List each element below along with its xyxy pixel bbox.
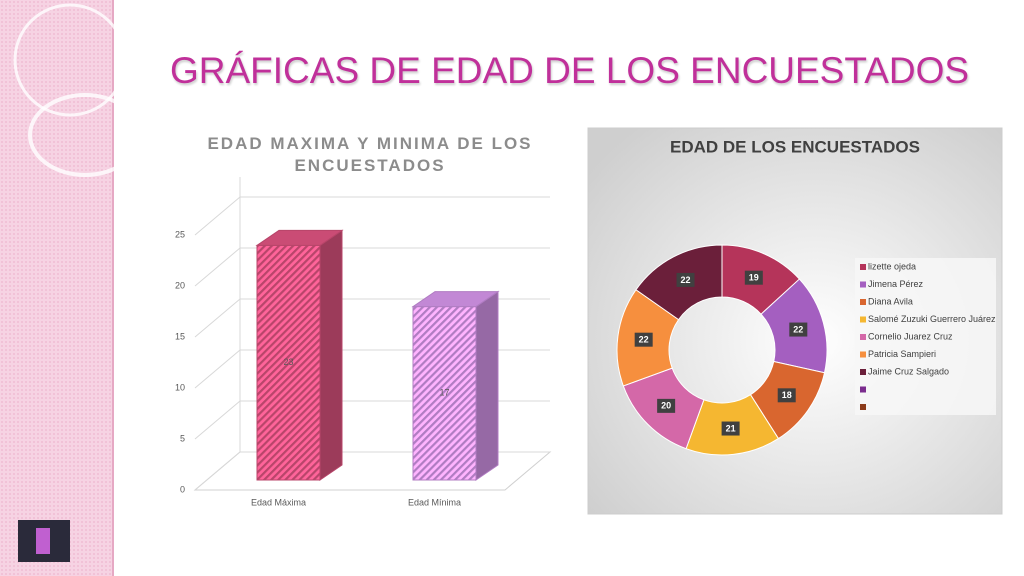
x-tick-label: Edad Mínima — [408, 497, 461, 507]
data-label-box — [777, 388, 796, 403]
decor-ring — [28, 93, 142, 177]
data-label-box — [657, 398, 676, 413]
data-label: 22 — [639, 335, 649, 345]
data-label: 21 — [726, 423, 736, 433]
bar — [411, 290, 500, 481]
y-tick-label: 25 — [175, 229, 185, 239]
legend-label: Salomé Zuzuki Guerrero Juárez — [868, 314, 996, 324]
data-label-box — [744, 270, 763, 285]
data-label: 22 — [793, 324, 803, 334]
legend-swatch — [860, 404, 866, 410]
legend-swatch — [860, 264, 866, 270]
data-label-box — [634, 332, 653, 347]
data-label: 19 — [749, 273, 759, 283]
bar — [255, 229, 344, 481]
y-tick-label: 20 — [175, 280, 185, 290]
thumbnail-phone — [36, 528, 50, 554]
data-label: 23 — [283, 357, 293, 367]
slide-title: GRÁFICAS DE EDAD DE LOS ENCUESTADOS — [170, 50, 970, 91]
legend-label: Patricia Sampieri — [868, 349, 936, 359]
bar-top — [255, 229, 344, 246]
data-label-box — [789, 322, 808, 337]
chart-title: EDAD MAXIMA Y MINIMA DE LOS ENCUESTADOS — [207, 134, 533, 175]
data-label: 22 — [681, 275, 691, 285]
side-strip — [0, 0, 113, 576]
y-tick-label: 0 — [180, 484, 185, 494]
data-label-box — [676, 272, 695, 287]
legend-label: Cornelio Juarez Cruz — [868, 331, 953, 341]
x-tick-label: Edad Máxima — [251, 497, 306, 507]
grid-line — [194, 196, 550, 236]
legend-label: Jimena Pérez — [868, 279, 924, 289]
legend-swatch — [860, 351, 866, 358]
decor-ring — [13, 3, 127, 117]
bar-top — [411, 291, 500, 308]
data-label: 18 — [782, 390, 792, 400]
chart-title: EDAD DE LOS ENCUESTADOS — [670, 137, 920, 156]
legend-label: Jaime Cruz Salgado — [868, 366, 949, 376]
legend-label: Diana Avila — [868, 296, 913, 306]
grid-line — [194, 247, 550, 287]
y-tick-label: 5 — [180, 433, 185, 443]
legend-swatch — [860, 316, 866, 323]
data-label: 17 — [439, 388, 449, 398]
bar-side — [475, 290, 499, 481]
legend-swatch — [860, 334, 866, 340]
y-tick-label: 15 — [175, 331, 185, 341]
data-label-box — [721, 421, 740, 436]
legend-swatch — [860, 386, 866, 393]
data-label: 20 — [661, 401, 671, 411]
legend-swatch — [860, 281, 866, 288]
bar-side — [319, 229, 343, 481]
legend-swatch — [860, 299, 866, 305]
legend-swatch — [860, 369, 866, 375]
legend-box — [855, 258, 996, 415]
y-tick-label: 10 — [175, 382, 185, 392]
legend-label: lizette ojeda — [868, 261, 916, 271]
